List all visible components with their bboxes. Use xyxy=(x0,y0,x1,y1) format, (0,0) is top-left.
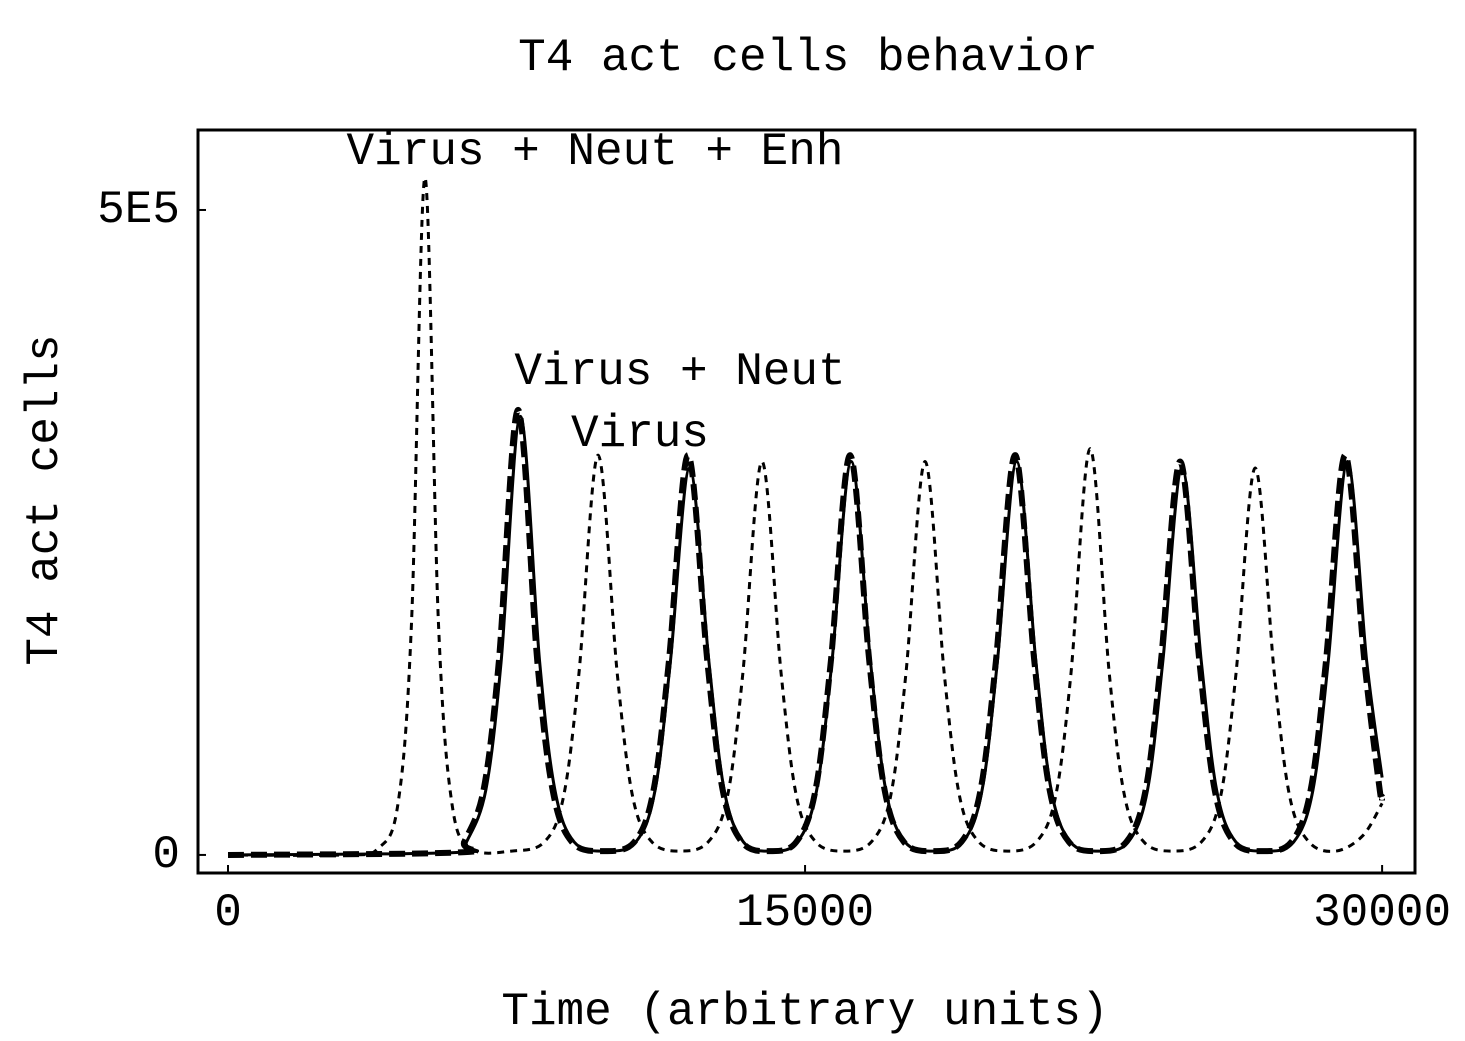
chart-title: T4 act cells behavior xyxy=(518,32,1098,84)
x-axis-label: Time (arbitrary units) xyxy=(501,986,1108,1038)
y-axis-label: T4 act cells xyxy=(19,334,71,665)
plot-frame xyxy=(196,128,1417,875)
series-label: Virus + Neut + Enh xyxy=(347,126,844,178)
y-tick-label: 0 xyxy=(152,829,180,881)
x-tick-label: 0 xyxy=(214,887,242,939)
x-tick-label: 15000 xyxy=(736,887,874,939)
series-line xyxy=(227,414,1384,857)
series-label: Virus + Neut xyxy=(514,346,845,398)
series-label: Virus xyxy=(571,408,709,460)
y-tick-label: 5E5 xyxy=(97,184,180,236)
x-tick-label: 30000 xyxy=(1313,887,1451,939)
series-line xyxy=(227,406,1386,858)
series-line xyxy=(228,176,1384,857)
